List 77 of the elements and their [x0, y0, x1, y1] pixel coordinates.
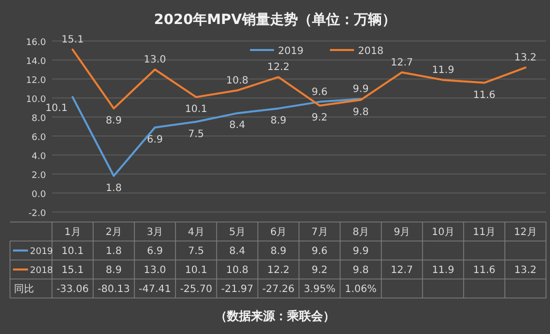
- text: 8.4: [229, 120, 246, 132]
- y-tick-label: 12.0: [26, 76, 46, 86]
- text: 9.9: [352, 84, 369, 95]
- text: 10.1: [184, 104, 208, 116]
- data-label: 13.0: [144, 265, 166, 276]
- data-label: 9.2: [312, 265, 328, 276]
- text: 9.6: [312, 86, 328, 98]
- legend-label: 2018: [358, 46, 384, 57]
- x-tick-label: 7月: [311, 227, 328, 238]
- data-label: 11.6: [473, 265, 496, 276]
- text: -80.13: [98, 284, 130, 295]
- text: 12.7: [390, 57, 414, 68]
- data-label: 12.2: [267, 265, 290, 276]
- text: -47.41: [138, 284, 172, 295]
- x-tick-label: 4月: [188, 227, 204, 238]
- legend-label: 2019: [278, 46, 304, 57]
- x-tick-label: 6月: [270, 227, 287, 238]
- text: 6.9: [146, 134, 163, 146]
- text: 7.5: [188, 128, 204, 140]
- x-tick-label: 1月: [64, 227, 81, 238]
- text: 1.8: [106, 182, 122, 194]
- data-label: 12.7: [390, 265, 414, 276]
- text: 10.1: [45, 103, 68, 114]
- data-label: 10.8: [226, 265, 248, 276]
- x-tick-label: 12月: [514, 227, 537, 238]
- x-tick-label: 9月: [394, 227, 410, 238]
- text: 2019: [30, 247, 53, 257]
- x-tick-label: 2月: [106, 227, 122, 238]
- data-label: 9.6: [312, 246, 328, 257]
- text: 13.2: [514, 52, 537, 64]
- data-label: 9.9: [352, 246, 369, 257]
- data-label: 8.4: [229, 246, 246, 257]
- x-tick-label: 3月: [146, 227, 164, 238]
- y-tick-label: 16.0: [26, 38, 46, 48]
- data-label: 13.2: [514, 265, 537, 276]
- y-tick-label: 6.0: [32, 133, 46, 143]
- chart-title: 2020年MPV销量走势（单位：万辆）: [154, 12, 396, 28]
- data-label: 6.9: [146, 246, 163, 257]
- text: 8.9: [106, 115, 122, 126]
- text: 1.06%: [344, 284, 377, 295]
- data-label: 9.8: [352, 265, 369, 276]
- data-label: 11.9: [432, 265, 454, 276]
- data-label: 1.8: [106, 246, 122, 257]
- data-label: 8.9: [106, 265, 122, 276]
- x-tick-label: 10月: [432, 227, 454, 238]
- data-label: 10.1: [61, 246, 84, 257]
- data-label: 7.5: [188, 246, 204, 257]
- text: 11.6: [473, 90, 496, 101]
- x-tick-label: 8月: [352, 227, 369, 238]
- y-tick-label: 10.0: [26, 95, 46, 105]
- text: 11.9: [432, 64, 454, 76]
- data-label: 10.1: [184, 265, 208, 276]
- text: 2018: [30, 266, 53, 276]
- text: -21.97: [221, 284, 254, 295]
- y-tick-label: 8.0: [32, 114, 46, 124]
- text: 3.95%: [304, 284, 336, 295]
- data-label: 8.9: [270, 246, 286, 257]
- y-tick-label: 2.0: [32, 171, 46, 181]
- text: -33.06: [56, 284, 89, 295]
- text: （数据来源：乘联会）: [215, 309, 335, 323]
- y-tick-label: 4.0: [32, 152, 46, 162]
- data-label: 15.1: [61, 265, 84, 276]
- y-tick-label: 14.0: [26, 57, 46, 67]
- text: 9.2: [312, 112, 328, 124]
- y-tick-label: 0.0: [32, 190, 46, 200]
- x-tick-label: 5月: [229, 227, 246, 238]
- y-tick-label: -2.0: [28, 209, 46, 219]
- text: 13.0: [144, 54, 166, 66]
- x-tick-label: 11月: [472, 227, 496, 238]
- text: 12.2: [267, 62, 290, 74]
- text: 10.8: [226, 75, 248, 86]
- text: -25.70: [180, 284, 212, 295]
- text: -27.26: [262, 284, 295, 295]
- text: 15.1: [61, 34, 84, 46]
- text: 8.9: [270, 115, 286, 126]
- text: 9.8: [352, 106, 369, 118]
- text: 同比: [14, 283, 34, 295]
